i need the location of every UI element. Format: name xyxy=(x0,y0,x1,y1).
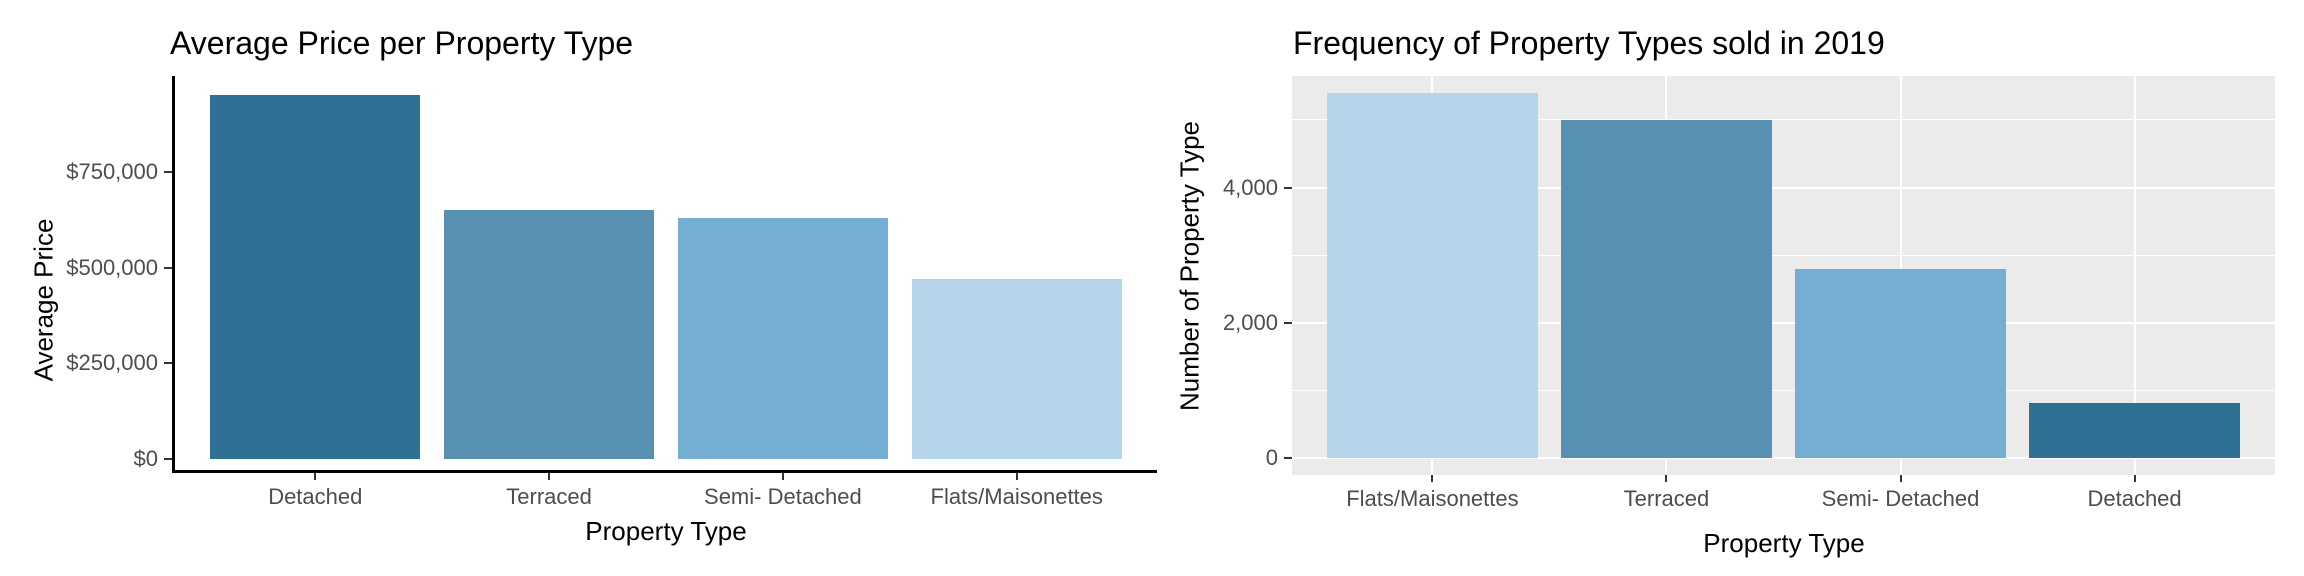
x-tick-mark xyxy=(1015,473,1018,480)
major-vgridline xyxy=(2133,76,2136,475)
y-tick-label: 2,000 xyxy=(1222,309,1278,335)
y-tick-mark xyxy=(1284,321,1292,324)
bar-terraced xyxy=(443,210,655,459)
frequency-chart: Frequency of Property Types sold in 2019… xyxy=(1152,0,2304,576)
y-tick-label: $250,000 xyxy=(66,350,158,376)
y-tick-label: $500,000 xyxy=(66,254,158,280)
minor-gridline xyxy=(1292,254,2275,256)
x-tick-label-flats-maisonettes: Flats/Maisonettes xyxy=(930,484,1103,509)
x-tick-label-detached: Detached xyxy=(268,484,363,509)
x-tick-mark xyxy=(2133,475,2136,482)
bar-detached xyxy=(2029,402,2240,458)
bar-semi-detached xyxy=(1795,268,2006,458)
major-gridline xyxy=(1292,457,2275,459)
y-tick-mark xyxy=(164,266,172,269)
x-tick-mark xyxy=(1899,475,1902,482)
major-gridline xyxy=(1292,186,2275,189)
x-tick-mark xyxy=(548,473,551,480)
y-tick-mark xyxy=(164,458,172,460)
x-tick-label-semi-detached: Semi- Detached xyxy=(704,484,862,509)
bar-terraced xyxy=(1561,119,1772,458)
x-tick-mark xyxy=(314,473,317,480)
chart-title: Average Price per Property Type xyxy=(170,25,634,61)
x-tick-label-semi-detached: Semi- Detached xyxy=(1821,486,1980,511)
bar-flats-maisonettes xyxy=(911,279,1122,459)
bar-semi-detached xyxy=(677,217,889,459)
x-tick-mark xyxy=(1431,475,1434,482)
x-tick-label-terraced: Terraced xyxy=(1623,486,1710,511)
bar-flats-maisonettes xyxy=(1327,92,1538,458)
x-axis-title: Property Type xyxy=(1703,528,1865,558)
y-tick-label: 4,000 xyxy=(1222,174,1278,200)
bar-detached xyxy=(210,95,421,459)
y-tick-label: $0 xyxy=(133,446,158,471)
minor-gridline xyxy=(1292,119,2275,121)
y-tick-mark xyxy=(164,362,172,365)
y-tick-label: $750,000 xyxy=(66,158,158,184)
y-tick-mark xyxy=(1284,457,1292,459)
y-tick-mark xyxy=(164,170,172,173)
y-tick-label: 0 xyxy=(1265,445,1278,470)
y-tick-mark xyxy=(1284,186,1292,189)
x-tick-label-terraced: Terraced xyxy=(506,484,592,509)
plot-panel xyxy=(172,76,1157,473)
chart-title: Frequency of Property Types sold in 2019 xyxy=(1293,25,1885,61)
x-tick-label-flats-maisonettes: Flats/Maisonettes xyxy=(1346,486,1519,511)
minor-gridline xyxy=(1292,389,2275,391)
y-axis-title: Number of Property Type xyxy=(1174,121,1205,411)
x-tick-mark xyxy=(1665,475,1668,482)
x-axis-title: Property Type xyxy=(585,516,747,546)
plot-panel xyxy=(1292,76,2275,475)
major-gridline xyxy=(1292,321,2275,324)
average-price-chart: Average Price per Property Type Average … xyxy=(29,25,1157,546)
x-tick-label-detached: Detached xyxy=(2087,486,2182,511)
x-tick-mark xyxy=(781,473,784,480)
